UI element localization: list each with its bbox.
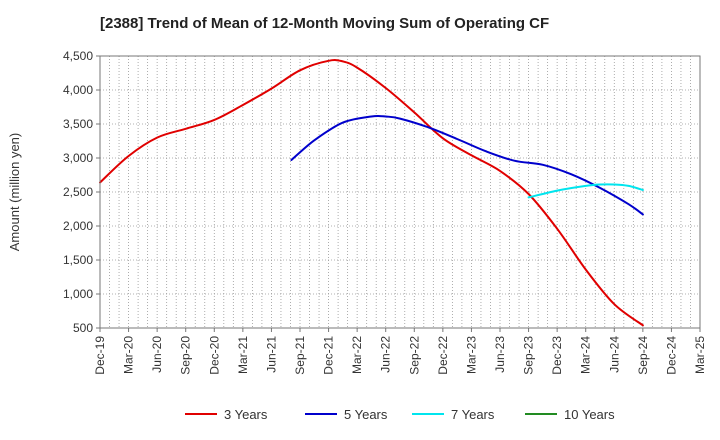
- y-tick-label: 4,500: [63, 49, 93, 63]
- chart-title: [2388] Trend of Mean of 12-Month Moving …: [100, 15, 549, 32]
- y-tick-label: 1,000: [63, 287, 93, 301]
- grid: [100, 55, 700, 329]
- x-tick-label: Sep-20: [179, 336, 193, 375]
- x-tick-label: Sep-24: [636, 336, 650, 375]
- x-tick-label: Mar-21: [236, 336, 250, 374]
- series-line-7-years: [527, 183, 644, 199]
- legend-label-5-years: 5 Years: [344, 407, 388, 422]
- x-tick-label: Dec-23: [550, 336, 564, 375]
- x-tick-label: Dec-19: [93, 336, 107, 375]
- x-tick-label: Jun-24: [607, 336, 621, 373]
- legend: 3 Years 5 Years 7 Years 10 Years: [185, 407, 615, 422]
- series-line-5-years: [290, 114, 644, 216]
- y-tick-label: 2,000: [63, 219, 93, 233]
- y-axis-label: Amount (million yen): [7, 133, 22, 252]
- x-tick-label: Sep-23: [522, 336, 536, 375]
- x-tick-label: Dec-21: [322, 336, 336, 375]
- x-tick-label: Dec-20: [207, 336, 221, 375]
- y-tick-label: 4,000: [63, 83, 93, 97]
- legend-label-3-years: 3 Years: [224, 407, 268, 422]
- series-lines: [99, 59, 644, 327]
- x-tick-label: Sep-21: [293, 336, 307, 375]
- x-tick-label: Jun-22: [379, 336, 393, 373]
- y-tick-label: 1,500: [63, 253, 93, 267]
- legend-label-7-years: 7 Years: [451, 407, 495, 422]
- y-tick-label: 500: [73, 321, 93, 335]
- x-tick-label: Sep-22: [407, 336, 421, 375]
- y-tick-label: 3,000: [63, 151, 93, 165]
- series-line-3-years: [99, 59, 644, 327]
- x-tick-label: Dec-24: [664, 336, 678, 375]
- x-tick-label: Mar-25: [693, 336, 707, 374]
- y-tick-label: 3,500: [63, 117, 93, 131]
- y-tick-label: 2,500: [63, 185, 93, 199]
- x-tick-label: Jun-20: [150, 336, 164, 373]
- x-tick-label: Mar-20: [122, 336, 136, 374]
- x-tick-label: Jun-21: [264, 336, 278, 373]
- x-tick-label: Jun-23: [493, 336, 507, 373]
- y-axis-ticks: 500 1,000 1,500 2,000 2,500 3,000 3,500 4,000 4,…: [63, 49, 100, 335]
- x-axis-ticks: Dec-19 Mar-20 Jun-20 Sep-20 Dec-20 Mar-21 Jun-…: [93, 328, 707, 375]
- x-tick-label: Mar-23: [464, 336, 478, 374]
- x-tick-label: Mar-22: [350, 336, 364, 374]
- legend-label-10-years: 10 Years: [564, 407, 615, 422]
- x-tick-label: Dec-22: [436, 336, 450, 375]
- x-tick-label: Mar-24: [579, 336, 593, 374]
